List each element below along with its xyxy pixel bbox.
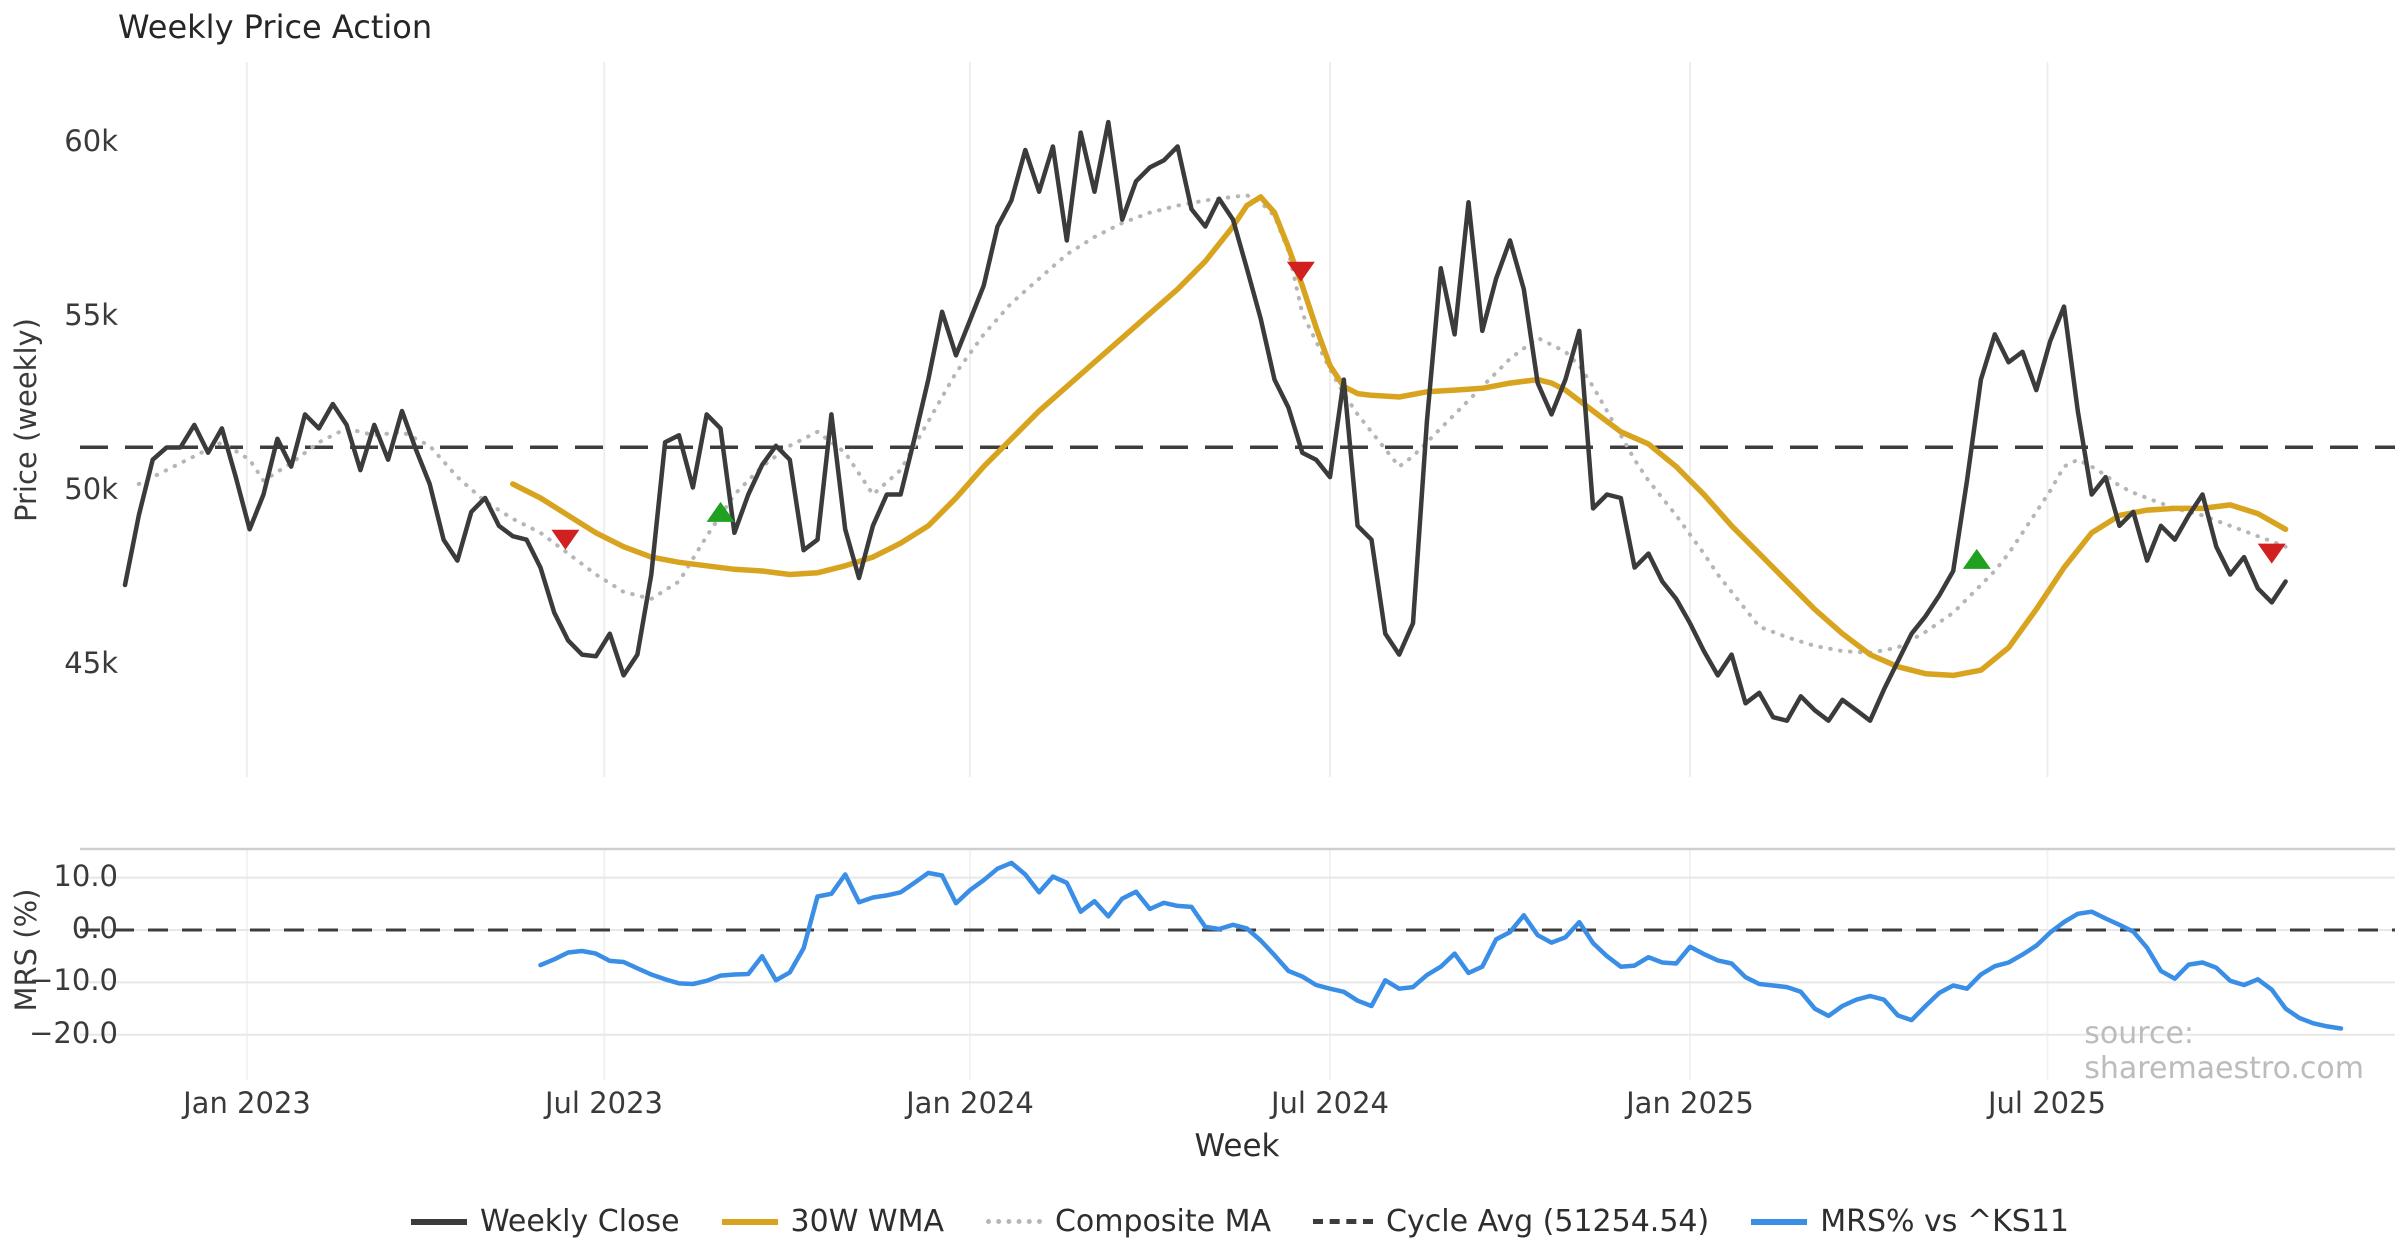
chart-legend: Weekly Close 30W WMA Composite MA Cycle … <box>80 1204 2400 1239</box>
legend-label: Weekly Close <box>479 1204 680 1239</box>
x-tick-label: Jul 2024 <box>1270 1086 1389 1120</box>
wma-30w-line <box>510 194 2289 679</box>
composite-ma-dotted-swatch-icon <box>985 1219 1042 1224</box>
mrs-line <box>538 860 2344 1031</box>
legend-label: 30W WMA <box>790 1204 944 1239</box>
sell-signal-triangle-icon <box>1286 261 1315 282</box>
legend-item-composite-ma: Composite MA <box>985 1204 1272 1239</box>
legend-item-30w-wma: 30W WMA <box>721 1204 944 1239</box>
page-title: Weekly Price Action <box>118 8 433 46</box>
x-axis-title: Week <box>1194 1128 1280 1164</box>
weekly-close-line-swatch-icon <box>410 1218 467 1225</box>
price-y-tick-label: 50k <box>64 472 118 506</box>
buy-signal-triangle-icon <box>1962 548 1991 569</box>
legend-item-cycle-avg: Cycle Avg (51254.54) <box>1313 1204 1709 1239</box>
legend-label: Cycle Avg (51254.54) <box>1386 1204 1710 1239</box>
legend-label: MRS% vs ^KS11 <box>1820 1204 2069 1239</box>
sell-signal-triangle-icon <box>2257 543 2286 564</box>
legend-item-weekly-close: Weekly Close <box>410 1204 680 1239</box>
wma-line-swatch-icon <box>721 1218 778 1225</box>
mrs-y-tick-label: −20.0 <box>29 1016 118 1050</box>
mrs-y-tick-label: 10.0 <box>53 859 118 893</box>
buy-signal-triangle-icon <box>706 501 735 522</box>
legend-label: Composite MA <box>1054 1204 1272 1239</box>
x-tick-label: Jul 2025 <box>1987 1086 2106 1120</box>
x-tick-label: Jan 2024 <box>906 1086 1034 1120</box>
price-y-tick-label: 60k <box>64 124 118 158</box>
weekly-close-line <box>122 119 2288 723</box>
x-tick-label: Jul 2023 <box>544 1086 663 1120</box>
x-tick-label: Jan 2025 <box>1626 1086 1754 1120</box>
source-watermark: source: sharemaestro.com <box>2084 1016 2365 1086</box>
composite-ma-line <box>136 193 2288 655</box>
legend-item-mrs: MRS% vs ^KS11 <box>1751 1204 2069 1239</box>
sell-signal-triangle-icon <box>551 529 580 550</box>
cycle-avg-dashed-swatch-icon <box>1313 1219 1374 1224</box>
mrs-line-swatch-icon <box>1751 1218 1808 1225</box>
mrs-y-tick-label: −10.0 <box>29 963 118 997</box>
mrs-y-tick-label: 0.0 <box>71 911 118 945</box>
price-y-tick-label: 55k <box>64 298 118 332</box>
price-y-tick-label: 45k <box>64 646 118 680</box>
x-tick-label: Jan 2023 <box>183 1086 311 1120</box>
